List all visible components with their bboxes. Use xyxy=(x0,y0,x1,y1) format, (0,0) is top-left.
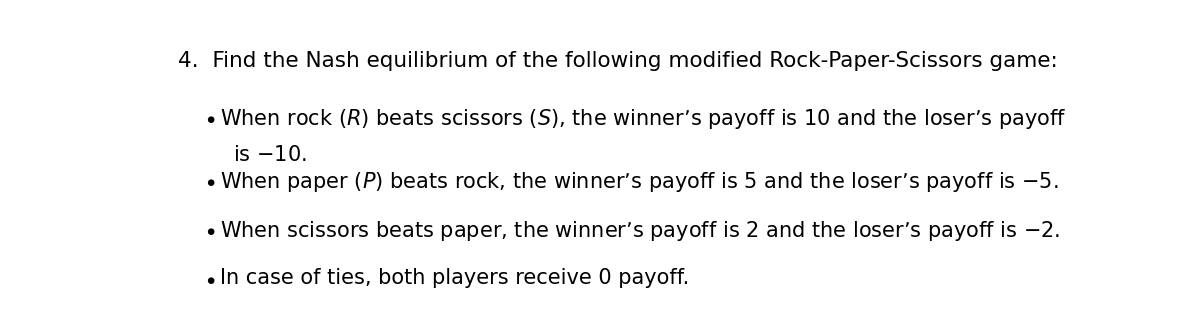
Text: When paper $(P)$ beats rock, the winner’s payoff is 5 and the loser’s payoff is : When paper $(P)$ beats rock, the winner’… xyxy=(220,170,1058,194)
Text: $\bullet$: $\bullet$ xyxy=(203,219,216,242)
Text: When scissors beats paper, the winner’s payoff is 2 and the loser’s payoff is $-: When scissors beats paper, the winner’s … xyxy=(220,219,1060,243)
Text: $\bullet$: $\bullet$ xyxy=(203,107,216,130)
Text: $\bullet$: $\bullet$ xyxy=(203,268,216,291)
Text: 4.  Find the Nash equilibrium of the following modified Rock-Paper-Scissors game: 4. Find the Nash equilibrium of the foll… xyxy=(178,51,1057,70)
Text: is $-10$.: is $-10$. xyxy=(233,145,306,165)
Text: When rock $(R)$ beats scissors $(S)$, the winner’s payoff is 10 and the loser’s : When rock $(R)$ beats scissors $(S)$, th… xyxy=(220,107,1067,131)
Text: In case of ties, both players receive 0 payoff.: In case of ties, both players receive 0 … xyxy=(220,268,689,288)
Text: $\bullet$: $\bullet$ xyxy=(203,170,216,193)
